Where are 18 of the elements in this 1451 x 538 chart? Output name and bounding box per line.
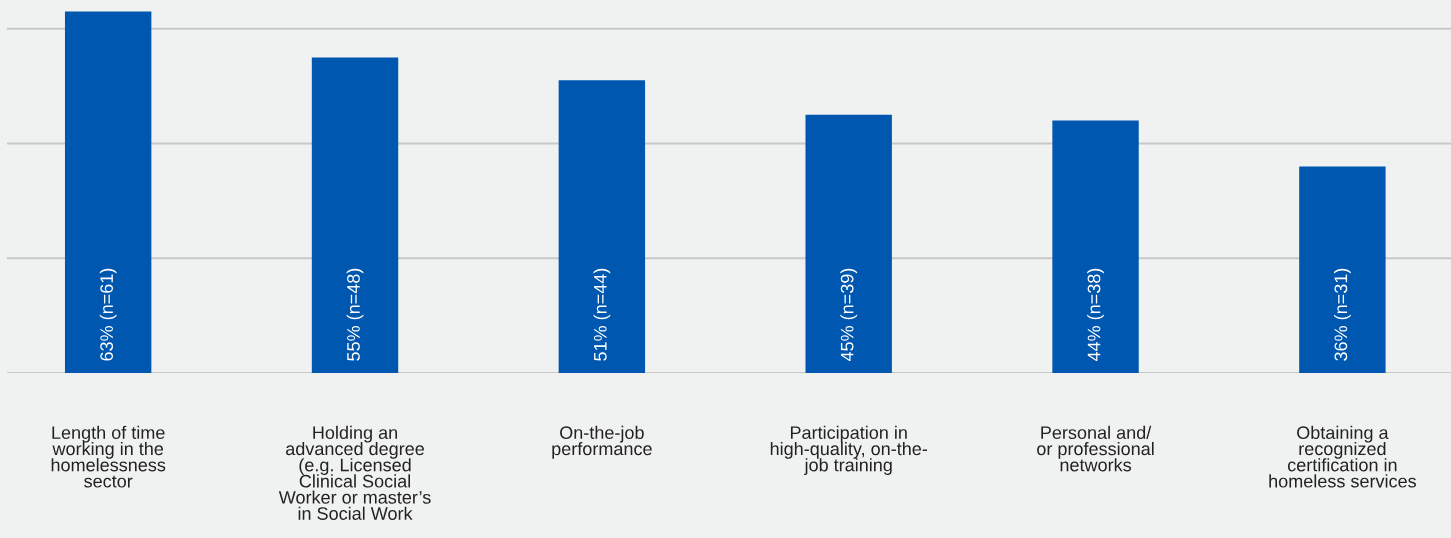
x-tick-label: Obtaining a recognized certification in homeless services (1269, 425, 1416, 488)
data-label: 44% (n=38) (1087, 268, 1104, 362)
x-tick-label: On-the-job performance (552, 425, 652, 459)
data-label: 36% (n=31) (1333, 268, 1351, 361)
bar (64, 11, 152, 373)
x-tick-label: Length of time working in the homelessness sector (51, 425, 166, 488)
data-label: 45% (n=39) (840, 268, 858, 362)
bar (805, 114, 892, 373)
bar (311, 57, 399, 373)
x-tick-label: Holding an advanced degree (e.g. Licensed Clinical Social Worker or master’s in Social Work (278, 425, 431, 520)
bar (558, 80, 646, 373)
x-tick-label: Personal and/ or professional networks (1037, 425, 1154, 472)
data-label: 55% (n=48) (346, 268, 364, 361)
data-label: 51% (n=44) (593, 268, 611, 361)
x-tick-label: Participation in high-quality, on-the- job training (770, 425, 928, 475)
data-label: 63% (n=61) (99, 268, 117, 361)
bar (1052, 120, 1139, 373)
bar (1299, 166, 1386, 373)
